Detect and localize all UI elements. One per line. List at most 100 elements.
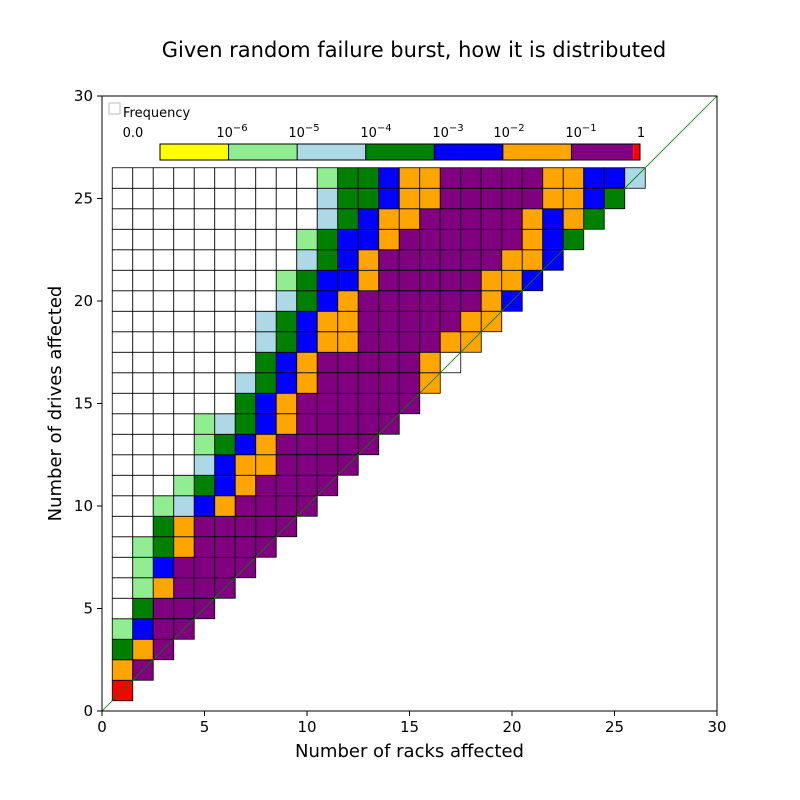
heatmap-cell-x1-y10 (111, 495, 134, 517)
heatmap-cell-x20-y21 (501, 269, 523, 292)
heatmap-cell-x7-y24 (234, 208, 257, 230)
heatmap-cell-x4-y6 (173, 577, 195, 599)
heatmap-cell-x5-y22 (193, 249, 216, 271)
colorbar-tick-label: 0.0 (123, 126, 144, 141)
heatmap-cell-x16-y18 (419, 331, 441, 353)
heatmap-cell-x1-y18 (111, 331, 134, 353)
heatmap-cell-x3-y10 (152, 495, 175, 517)
heatmap-cell-x8-y22 (255, 249, 277, 271)
heatmap-cell-x5-y25 (193, 187, 216, 210)
heatmap-cell-x11-y12 (316, 454, 339, 476)
heatmap-cell-x15-y25 (398, 187, 421, 210)
heatmap-cell-x1-y11 (111, 474, 134, 497)
heatmap-cell-x12-y17 (337, 351, 359, 374)
heatmap-cell-x5-y7 (193, 556, 216, 579)
heatmap-cell-x10-y12 (296, 454, 318, 476)
heatmap-cell-x4-y8 (173, 536, 195, 558)
heatmap-cell-x19-y20 (480, 290, 503, 312)
heatmap-cell-x24-y25 (583, 187, 605, 210)
heatmap-cell-x2-y25 (132, 187, 154, 210)
heatmap-cell-x4-y7 (173, 556, 195, 579)
heatmap-cell-x7-y17 (234, 351, 257, 374)
heatmap-cell-x7-y15 (234, 392, 257, 415)
heatmap-cell-x1-y19 (111, 310, 134, 333)
heatmap-cell-x11-y15 (316, 392, 339, 415)
heatmap-cell-x7-y14 (234, 413, 257, 435)
heatmap-cell-x6-y19 (214, 310, 236, 333)
heatmap-cell-x3-y13 (152, 433, 175, 456)
heatmap-cell-x8-y18 (255, 331, 277, 353)
heatmap-cell-x11-y13 (316, 433, 339, 456)
heatmap-cell-x20-y22 (501, 249, 523, 271)
legend-title: Frequency (123, 106, 190, 121)
colorbar-segment-6 (571, 144, 634, 160)
heatmap-cell-x1-y8 (111, 536, 134, 558)
heatmap-cell-x22-y26 (542, 167, 564, 189)
heatmap-cell-x4-y14 (173, 413, 195, 435)
heatmap-cell-x6-y16 (214, 372, 236, 394)
heatmap-cell-x20-y24 (501, 208, 523, 230)
heatmap-cell-x8-y13 (255, 433, 277, 456)
heatmap-cell-x4-y25 (173, 187, 195, 210)
heatmap-cell-x2-y16 (132, 372, 154, 394)
heatmap-cell-x7-y26 (234, 167, 257, 189)
heatmap-cell-x5-y10 (193, 495, 216, 517)
heatmap-cell-x4-y26 (173, 167, 195, 189)
heatmap-cell-x16-y23 (419, 228, 441, 251)
heatmap-cell-x8-y10 (255, 495, 277, 517)
heatmap-cell-x3-y11 (152, 474, 175, 497)
heatmap-cell-x6-y20 (214, 290, 236, 312)
heatmap-cell-x1-y23 (111, 228, 134, 251)
frequency-legend: Frequency 0.0 10−6 10−5 10−4 10−3 10−2 10−1 1 (108, 102, 645, 161)
y-tick-label: 25 (74, 190, 93, 208)
y-axis-label: Number of drives affected (45, 286, 66, 522)
heatmap-cell-x2-y18 (132, 331, 154, 353)
heatmap-cell-x17-y21 (439, 269, 462, 292)
heatmap-cell-x4-y21 (173, 269, 195, 292)
heatmap-cell-x6-y8 (214, 536, 236, 558)
heatmap-cell-x14-y15 (378, 392, 400, 415)
heatmap-cell-x11-y24 (316, 208, 339, 230)
heatmap-cell-x2-y13 (132, 433, 154, 456)
heatmap-cell-x4-y23 (173, 228, 195, 251)
heatmap-cell-x13-y25 (357, 187, 380, 210)
heatmap-cell-x10-y13 (296, 433, 318, 456)
heatmap-cell-x8-y24 (255, 208, 277, 230)
heatmap-cell-x1-y2 (111, 659, 134, 681)
heatmap-cell-x7-y19 (234, 310, 257, 333)
heatmap-cell-x5-y19 (193, 310, 216, 333)
heatmap-cell-x2-y11 (132, 474, 154, 497)
heatmap-cell-x10-y25 (296, 187, 318, 210)
heatmap-cell-x14-y23 (378, 228, 400, 251)
heatmap-cell-x19-y23 (480, 228, 503, 251)
heatmap-cell-x12-y23 (337, 228, 359, 251)
heatmap-cell-x16-y17 (419, 351, 441, 374)
heatmap-cell-x2-y21 (132, 269, 154, 292)
heatmap-cell-x2-y15 (132, 392, 154, 415)
heatmap-cell-x7-y10 (234, 495, 257, 517)
heatmap-cell-x8-y12 (255, 454, 277, 476)
heatmap-cell-x5-y15 (193, 392, 216, 415)
heatmap-cell-x4-y12 (173, 454, 195, 476)
colorbar-tick-label: 10−4 (360, 123, 391, 141)
heatmap-cell-x13-y14 (357, 413, 380, 435)
y-tick-label: 30 (74, 87, 93, 105)
heatmap-cells (111, 167, 646, 702)
heatmap-cell-x18-y24 (460, 208, 482, 230)
heatmap-cell-x15-y21 (398, 269, 421, 292)
heatmap-cell-x8-y15 (255, 392, 277, 415)
heatmap-cell-x6-y26 (214, 167, 236, 189)
heatmap-cell-x4-y24 (173, 208, 195, 230)
heatmap-cell-x2-y10 (132, 495, 154, 517)
heatmap-cell-x15-y23 (398, 228, 421, 251)
heatmap-cell-x5-y17 (193, 351, 216, 374)
heatmap-cell-x12-y20 (337, 290, 359, 312)
x-tick-label: 30 (707, 718, 726, 736)
heatmap-cell-x14-y19 (378, 310, 400, 333)
heatmap-cell-x6-y18 (214, 331, 236, 353)
heatmap-cell-x3-y20 (152, 290, 175, 312)
heatmap-cell-x3-y21 (152, 269, 175, 292)
heatmap-cell-x12-y24 (337, 208, 359, 230)
heatmap-cell-x11-y19 (316, 310, 339, 333)
heatmap-cell-x19-y24 (480, 208, 503, 230)
